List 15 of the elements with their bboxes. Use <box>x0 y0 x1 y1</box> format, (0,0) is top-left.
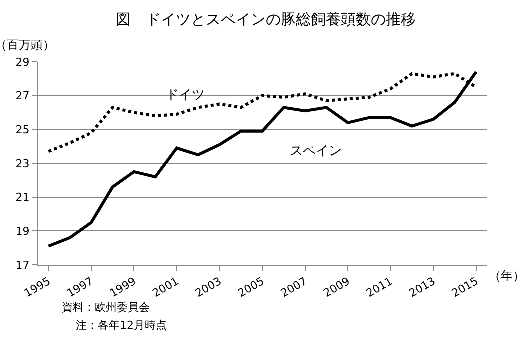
series-label: ドイツ <box>166 88 205 103</box>
y-tick-label: 29 <box>16 56 30 69</box>
y-tick-label: 19 <box>16 225 30 238</box>
chart-title: 図 ドイツとスペインの豚総飼養頭数の推移 <box>116 10 416 28</box>
x-axis-title: （年） <box>489 269 525 283</box>
text: 資料：欧州委員会 <box>62 301 150 314</box>
text: 注：各年12月時点 <box>76 319 167 332</box>
line-series <box>47 70 478 248</box>
y-tick-label: 25 <box>16 124 30 137</box>
y-tick-label: 21 <box>16 191 30 204</box>
y-tick-label: 23 <box>16 157 30 170</box>
y-tick-label: 27 <box>16 90 30 103</box>
y-axis-title: （百万頭） <box>0 38 55 52</box>
y-tick-label: 17 <box>16 258 30 272</box>
series-label: スペイン <box>290 144 342 159</box>
